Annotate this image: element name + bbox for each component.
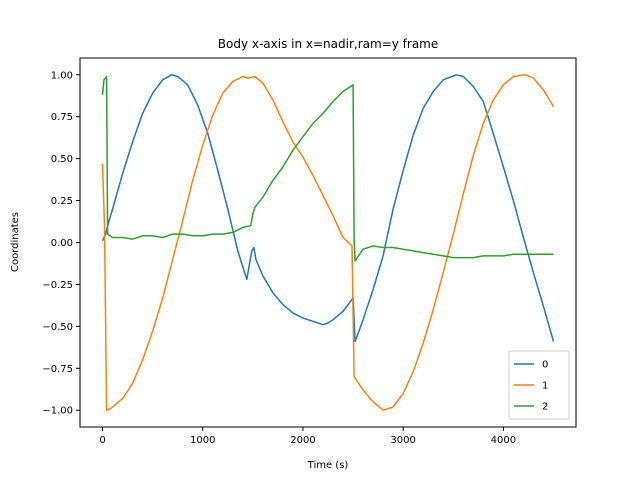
x-tick-label: 2000 (290, 435, 315, 446)
y-tick-label: −0.25 (42, 280, 73, 291)
ticks-layer: 0 1000 2000 3000 4000 −1.00 −0.75 −0.50 −0.25 0.0… (42, 70, 516, 446)
y-axis-label: Coordinates (10, 212, 21, 272)
y-tick-label: 0.50 (51, 154, 73, 165)
x-tick-label: 1000 (190, 435, 215, 446)
y-tick-label: 0.00 (51, 238, 73, 249)
y-tick-label: −0.75 (42, 364, 73, 375)
plot-frame (79, 57, 577, 428)
y-tick-label: 0.25 (51, 196, 73, 207)
x-tick-label: 3000 (390, 435, 415, 446)
x-tick-label: 4000 (491, 435, 516, 446)
x-axis-label: Time (s) (307, 460, 349, 471)
plot-area (101, 74, 555, 411)
series-line-0 (101, 74, 555, 343)
x-tick-label: 0 (99, 435, 105, 446)
series-line-1 (101, 74, 555, 411)
legend: 0 1 2 (508, 350, 570, 420)
legend-label: 1 (542, 381, 548, 392)
y-tick-label: −1.00 (42, 406, 73, 417)
legend-frame (508, 350, 570, 420)
series-line-2 (101, 75, 554, 262)
y-tick-label: 0.75 (51, 112, 73, 123)
legend-label: 0 (542, 360, 548, 371)
chart-title: Body x-axis in x=nadir,ram=y frame (218, 37, 439, 51)
legend-label: 2 (542, 402, 548, 413)
y-tick-label: 1.00 (51, 70, 73, 81)
series-layer (101, 74, 555, 411)
y-tick-label: −0.50 (42, 322, 73, 333)
